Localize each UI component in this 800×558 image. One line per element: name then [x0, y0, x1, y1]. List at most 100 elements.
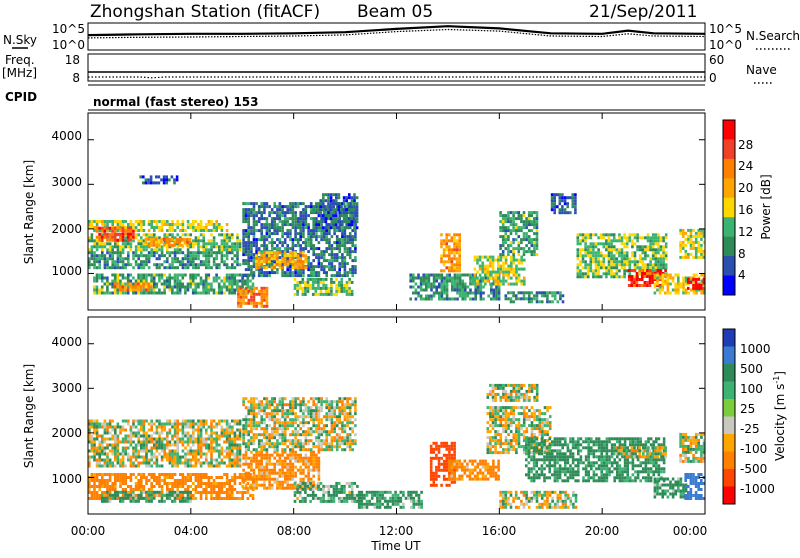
- heatmap-cell: [595, 257, 598, 260]
- heatmap-cell: [208, 266, 211, 269]
- heatmap-cell: [140, 450, 143, 453]
- heatmap-cell: [231, 245, 234, 248]
- heatmap-cell: [315, 232, 318, 235]
- heatmap-cell: [187, 283, 190, 286]
- heatmap-cell: [130, 485, 133, 488]
- heatmap-cell: [294, 238, 297, 241]
- heatmap-cell: [114, 239, 117, 242]
- heatmap-cell: [307, 287, 310, 290]
- heatmap-cell: [231, 459, 234, 462]
- heatmap-cell: [171, 482, 174, 485]
- heatmap-cell: [616, 275, 619, 278]
- heatmap-cell: [253, 290, 256, 293]
- heatmap-cell: [197, 420, 200, 423]
- heatmap-cell: [239, 453, 242, 456]
- heatmap-cell: [184, 263, 187, 266]
- heatmap-cell: [242, 457, 245, 460]
- heatmap-cell: [109, 220, 112, 223]
- heatmap-cell: [273, 229, 276, 232]
- heatmap-cell: [241, 497, 244, 500]
- heatmap-cell: [587, 266, 590, 269]
- heatmap-cell: [119, 453, 122, 456]
- heatmap-cell: [158, 473, 161, 476]
- heatmap-cell: [343, 199, 346, 202]
- heatmap-cell: [294, 274, 297, 277]
- heatmap-cell: [325, 293, 328, 296]
- heatmap-cell: [438, 277, 441, 280]
- heatmap-cell: [166, 485, 169, 488]
- heatmap-cell: [634, 263, 637, 266]
- heatmap-cell: [682, 292, 685, 295]
- heatmap-cell: [273, 202, 276, 205]
- heatmap-cell: [253, 214, 256, 217]
- heatmap-cell: [336, 271, 339, 274]
- heatmap-cell: [245, 484, 248, 487]
- heatmap-cell: [409, 280, 412, 283]
- heatmap-cell: [284, 251, 287, 254]
- heatmap-cell: [169, 453, 172, 456]
- heatmap-cell: [179, 500, 182, 503]
- heatmap-cell: [114, 242, 117, 245]
- heatmap-cell: [322, 202, 325, 205]
- heatmap-cell: [605, 242, 608, 245]
- heatmap-cell: [636, 245, 639, 248]
- heatmap-cell: [299, 257, 302, 260]
- heatmap-cell: [582, 260, 585, 263]
- heatmap-cell: [279, 256, 282, 259]
- heatmap-cell: [195, 462, 198, 465]
- heatmap-cell: [577, 257, 580, 260]
- heatmap-cell: [273, 205, 276, 208]
- heatmap-cell: [223, 277, 226, 280]
- heatmap-cell: [187, 494, 190, 497]
- heatmap-cell: [258, 290, 261, 293]
- heatmap-cell: [302, 241, 305, 244]
- heatmap-cell: [660, 245, 663, 248]
- heatmap-cell: [109, 491, 112, 494]
- heatmap-cell: [117, 479, 120, 482]
- heatmap-cell: [446, 298, 449, 301]
- heatmap-cell: [695, 238, 698, 241]
- heatmap-cell: [145, 500, 148, 503]
- heatmap-cell: [273, 247, 276, 250]
- heatmap-cell: [101, 426, 104, 429]
- heatmap-cell: [93, 254, 96, 257]
- heatmap-cell: [205, 257, 208, 260]
- heatmap-cell: [626, 236, 629, 239]
- heatmap-cell: [187, 263, 190, 266]
- heatmap-cell: [445, 239, 448, 242]
- heatmap-cell: [223, 245, 226, 248]
- heatmap-cell: [247, 280, 250, 283]
- heatmap-cell: [312, 226, 315, 229]
- heatmap-cell: [515, 211, 518, 214]
- heatmap-cell: [226, 236, 229, 239]
- heatmap-cell: [518, 250, 521, 253]
- heatmap-cell: [205, 447, 208, 450]
- heatmap-cell: [236, 245, 239, 248]
- heatmap-cell: [469, 280, 472, 283]
- heatmap-cell: [153, 289, 156, 292]
- heatmap-cell: [647, 254, 650, 257]
- heatmap-cell: [127, 263, 130, 266]
- heatmap-cell: [166, 438, 169, 441]
- heatmap-cell: [202, 441, 205, 444]
- heatmap-cell: [448, 257, 451, 260]
- heatmap-cell: [213, 420, 216, 423]
- heatmap-cell: [96, 473, 99, 476]
- heatmap-cell: [104, 254, 107, 257]
- heatmap-cell: [247, 220, 250, 223]
- heatmap-cell: [525, 226, 528, 229]
- heatmap-cell: [255, 457, 258, 460]
- heatmap-cell: [284, 247, 287, 250]
- heatmap-cell: [636, 263, 639, 266]
- heatmap-cell: [215, 432, 218, 435]
- heatmap-cell: [644, 251, 647, 254]
- heatmap-cell: [261, 290, 264, 293]
- heatmap-cell: [96, 227, 99, 230]
- heatmap-cell: [533, 294, 536, 297]
- heatmap-cell: [692, 278, 695, 281]
- heatmap-cell: [281, 223, 284, 226]
- heatmap-cell: [182, 494, 185, 497]
- heatmap-cell: [505, 229, 508, 232]
- heatmap-cell: [127, 441, 130, 444]
- heatmap-cell: [156, 479, 159, 482]
